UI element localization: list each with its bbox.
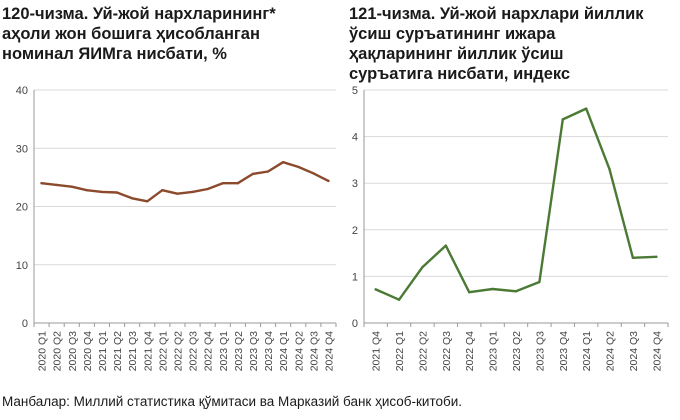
chart-121-data-point (514, 290, 518, 293)
chart-120-data-point (55, 183, 58, 187)
chart-121-title-line-4: суръатига нисбати, индекс (349, 65, 571, 83)
chart-121-y-tick-label: 2 (352, 225, 358, 237)
chart-120-data-point (130, 197, 134, 200)
chart-120-data-point (327, 179, 330, 183)
chart-120-x-tick-label: 2023 Q3 (248, 331, 260, 371)
chart-120-data-point (115, 191, 119, 194)
chart-120-x-tick-label: 2022 Q4 (203, 331, 215, 371)
chart-120-data-point (221, 182, 224, 185)
chart-120-title-line-2: аҳоли жон бошига ҳисобланган (2, 25, 260, 43)
chart-120-x-tick-label: 2022 Q3 (188, 331, 200, 371)
chart-120-x-tick-label: 2023 Q2 (233, 331, 245, 371)
chart-121-y-tick-label: 4 (352, 132, 358, 144)
chart-120-data-point (251, 172, 255, 176)
chart-121-y-tick-label: 0 (352, 318, 358, 330)
chart-121-x-tick-label: 2024 Q4 (651, 331, 663, 371)
chart-121-title-line-2: ўсиш суръатининг ижара (349, 25, 556, 43)
chart-120-data-point (100, 190, 104, 194)
chart-120-y-tick-label: 10 (16, 260, 28, 272)
chart-121-data-point (397, 298, 401, 301)
chart-121-x-tick-label: 2023 Q4 (558, 331, 570, 371)
chart-120-data-point (191, 190, 194, 194)
chart-120-data-point (40, 182, 43, 185)
chart-120-x-tick-label: 2021 Q4 (142, 331, 154, 371)
chart-121-series-line (374, 107, 658, 301)
chart-120-data-point (206, 187, 209, 191)
chart-120-x-tick-label: 2021 Q3 (127, 331, 139, 371)
chart-121-x-tick-label: 2023 Q2 (511, 331, 523, 371)
chart-121-x-tick-label: 2022 Q2 (417, 331, 429, 371)
chart-120-title-line-1: 120-чизма. Уй-жой нархларининг* (2, 5, 276, 23)
chart-121-x-tick-label: 2024 Q1 (581, 331, 593, 371)
chart-121-data-point (608, 168, 611, 171)
chart-121-data-point (421, 265, 424, 269)
chart-121-data-point (444, 244, 448, 247)
chart-121-y-tick-label: 3 (352, 178, 358, 190)
chart-120-data-point (176, 192, 179, 195)
chart-120-x-tick-label: 2024 Q4 (323, 331, 335, 371)
chart-121-x-tick-label: 2022 Q1 (394, 331, 406, 371)
chart-120-x-tick-label: 2021 Q2 (112, 331, 124, 371)
chart-120-data-point (281, 161, 285, 164)
chart-120-x-tick-label: 2020 Q1 (37, 331, 49, 371)
chart-120-x-tick-label: 2024 Q3 (308, 331, 320, 371)
chart-121-x-tick-label: 2023 Q3 (534, 331, 546, 371)
chart-121-x-tick-label: 2023 Q1 (488, 331, 500, 371)
chart-120-x-tick-label: 2024 Q2 (293, 331, 305, 371)
chart-121-x-tick-label: 2021 Q4 (371, 331, 383, 371)
chart-121-y-tick-label: 1 (352, 271, 358, 283)
chart-120-data-point (70, 185, 73, 188)
chart-121-data-point (491, 287, 494, 291)
chart-120-data-point (297, 165, 300, 169)
chart-121-title: 121-чизма. Уй-жой нархлари йиллик ўсиш с… (349, 4, 644, 84)
chart-121-data-point (655, 255, 658, 259)
chart-121-x-tick-label: 2024 Q2 (605, 331, 617, 371)
chart-120-x-tick-label: 2022 Q1 (157, 331, 169, 371)
chart-120-data-point (146, 200, 149, 203)
chart-120-series-line (40, 160, 330, 203)
chart-121-title-line-3: ҳақларининг йиллик ўсиш (349, 45, 564, 63)
chart-120-x-tick-label: 2020 Q4 (82, 331, 94, 371)
chart-120-data-point (161, 188, 164, 192)
chart-121-data-point (538, 280, 541, 284)
chart-120-x-tick-label: 2024 Q1 (278, 331, 290, 371)
chart-120-x-tick-label: 2020 Q3 (67, 331, 79, 371)
chart-120-x-tick-label: 2022 Q2 (172, 331, 184, 371)
chart-120-y-tick-label: 30 (16, 143, 28, 155)
chart-120-data-point (85, 188, 89, 192)
chart-121-title-line-1: 121-чизма. Уй-жой нархлари йиллик (349, 5, 644, 23)
chart-121-data-point (468, 291, 471, 294)
chart-120-y-tick-label: 0 (22, 318, 28, 330)
chart-121-x-tick-label: 2022 Q4 (464, 331, 476, 371)
source-note: Манбалар: Миллий статистика қўмитаси ва … (2, 394, 463, 409)
chart-120-y-tick-label: 40 (16, 85, 28, 97)
chart-121-data-point (631, 256, 635, 259)
chart-120-title: 120-чизма. Уй-жой нархларининг* аҳоли жо… (2, 4, 276, 64)
chart-120-data-point (266, 170, 270, 173)
chart-121-x-tick-label: 2022 Q3 (441, 331, 453, 371)
chart-121-y-tick-label: 5 (352, 85, 358, 97)
chart-120-y-tick-label: 20 (16, 202, 28, 214)
chart-121-data-point (374, 288, 377, 291)
chart-120-title-line-3: номинал ЯИМга нисбати, % (2, 45, 227, 63)
chart-120-x-tick-label: 2023 Q1 (218, 331, 230, 371)
chart-121-x-tick-label: 2024 Q3 (628, 331, 640, 371)
chart-120-data-point (312, 172, 315, 175)
chart-120-data-point (236, 182, 240, 185)
chart-120-x-tick-label: 2021 Q1 (97, 331, 109, 371)
chart-120-x-tick-label: 2020 Q2 (52, 331, 64, 371)
chart-121-data-point (561, 118, 564, 121)
chart-120-x-tick-label: 2023 Q4 (263, 331, 275, 371)
chart-121-data-point (584, 107, 588, 110)
